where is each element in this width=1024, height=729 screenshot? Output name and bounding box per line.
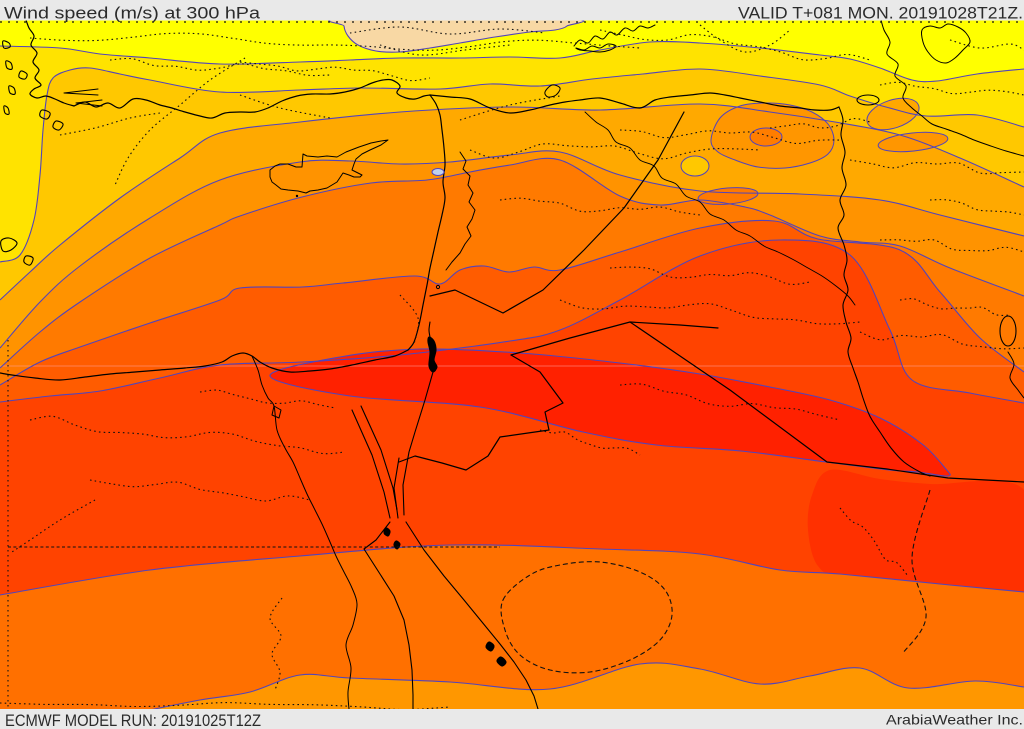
svg-text:ArabiaWeather Inc.: ArabiaWeather Inc.	[886, 712, 1023, 728]
svg-text:VALID T+081 MON. 20191028T21Z.: VALID T+081 MON. 20191028T21Z.	[738, 4, 1023, 23]
svg-text:ECMWF MODEL RUN: 20191025T12Z: ECMWF MODEL RUN: 20191025T12Z	[5, 711, 261, 729]
svg-text:Wind speed (m/s) at 300 hPa: Wind speed (m/s) at 300 hPa	[4, 4, 261, 23]
